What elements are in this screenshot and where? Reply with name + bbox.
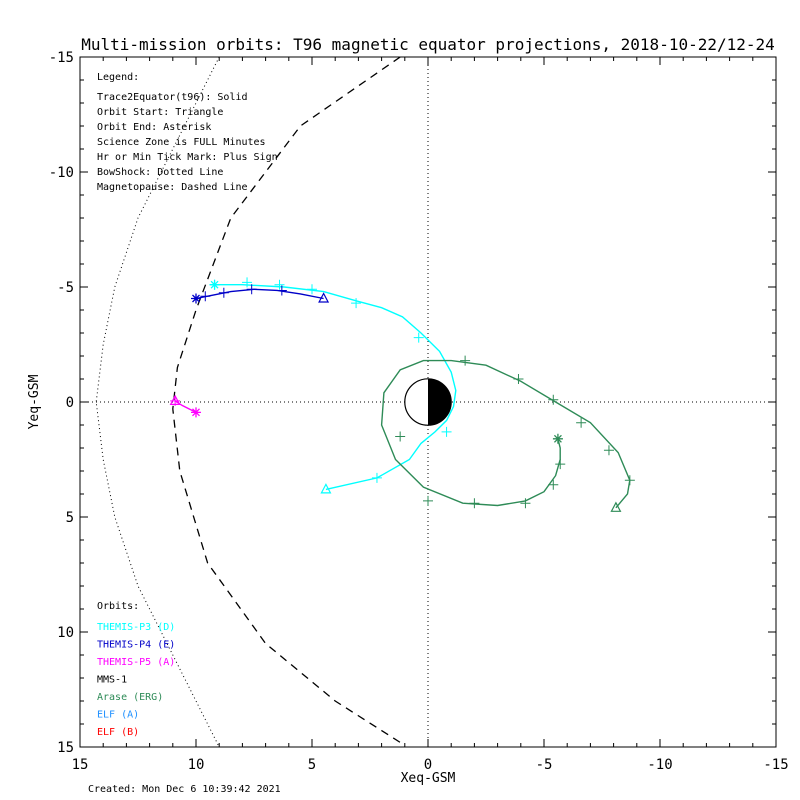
y-tick-label: -15 [49,50,74,66]
arase-erg-tick-mark [469,498,480,509]
orbits-legend-entry: THEMIS-P4 (E) [97,640,175,651]
x-tick-label: -10 [647,757,672,773]
arase-erg-tick-mark [548,479,559,490]
y-tick-label: -5 [57,280,74,296]
legend-line: Magnetopause: Dashed Line [97,182,248,193]
arase-erg-tick-mark [555,459,566,470]
y-tick-label: 5 [66,510,74,526]
themis-p5-a-orbit-line [174,400,197,414]
created-timestamp: Created: Mon Dec 6 10:39:42 2021 [88,784,281,795]
themis-p5-a-start-triangle [169,394,181,405]
orbit-curves [95,57,635,747]
arase-erg-tick-mark [395,431,406,442]
themis-p4-e-end-asterisk [191,293,201,304]
themis-p4-e-tick-mark [200,291,211,302]
arase-erg-tick-mark [576,417,587,428]
orbits-legend-title: Orbits: [97,601,139,612]
arase-erg-start-triangle [610,501,622,512]
x-tick-label: -15 [763,757,788,773]
y-axis-label: Yeq-GSM [27,374,42,429]
themis-p3-d-end-asterisk [209,279,220,290]
arase-erg-tick-mark [624,475,635,486]
x-tick-label: -5 [536,757,553,773]
x-tick-label: 15 [72,757,89,773]
legend-line: Orbit End: Asterisk [97,122,211,133]
earth-nightside [428,378,452,426]
themis-p3-d-start-triangle [320,483,332,494]
chart-title: Multi-mission orbits: T96 magnetic equat… [81,35,775,54]
arase-erg-orbit-line [380,359,631,509]
y-tick-label: 0 [66,395,74,411]
themis-p4-e-tick-mark [246,284,257,295]
legend-line: Hr or Min Tick Mark: Plus Sign [97,152,278,163]
themis-p4-e-tick-mark [218,287,229,298]
themis-p3-d-tick-mark [307,284,317,295]
themis-p5-a-end-asterisk [191,407,201,418]
arase-erg-tick-mark [548,394,559,405]
earth-symbol [404,378,452,426]
orbits-legend-entry: Arase (ERG) [97,692,163,703]
themis-p3-d-tick-mark [274,279,285,290]
legend-title: Legend: [97,72,139,83]
x-tick-label: 10 [188,757,205,773]
legend-line: Trace2Equator(t96): Solid [97,92,248,103]
x-tick-label: 0 [424,757,432,773]
y-tick-label: 10 [57,625,74,641]
orbits-legend-entry: THEMIS-P5 (A) [97,657,175,668]
themis-p3-d-tick-mark [413,332,424,343]
themis-p4-e-orbit-line [195,288,324,300]
legend-line: Orbit Start: Triangle [97,107,223,118]
themis-p3-d-orbit-line [214,284,457,491]
themis-p3-d-tick-mark [351,298,362,309]
themis-p4-e-start-triangle [318,292,330,303]
themis-p3-d-tick-mark [441,426,452,437]
arase-erg-end-asterisk [552,433,563,444]
orbits-legend-entry: THEMIS-P3 (D) [97,622,175,633]
arase-erg-tick-mark [513,374,524,384]
arase-erg-tick-mark [460,355,471,366]
x-axis-label: Xeq-GSM [401,771,456,786]
orbits-legend-entry: ELF (A) [97,710,139,721]
legend-line: BowShock: Dotted Line [97,167,223,178]
legend-line: Science Zone is FULL Minutes [97,137,266,148]
orbits-legend-entry: ELF (B) [97,727,139,738]
themis-p3-d-tick-mark [242,277,253,288]
legend: Legend: Trace2Equator(t96): Solid Orbit St… [97,72,278,193]
x-tick-label: 5 [308,757,316,773]
orbits-legend: Orbits: THEMIS-P3 (D) THEMIS-P4 (E) THEMIS-… [97,601,175,738]
magnetopause-line [172,57,401,743]
bow-shock-line [95,57,220,747]
themis-p3-d-tick-mark [371,472,382,483]
arase-erg-tick-mark [520,498,531,509]
arase-erg-tick-mark [603,445,614,456]
arase-erg-tick-mark [423,495,433,506]
y-tick-label: -10 [49,165,74,181]
orbits-legend-entry: MMS-1 [97,675,127,686]
y-tick-label: 15 [57,740,74,756]
themis-p4-e-tick-mark [276,285,287,296]
